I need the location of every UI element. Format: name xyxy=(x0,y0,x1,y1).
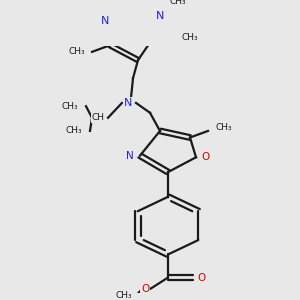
Text: CH₃: CH₃ xyxy=(62,102,78,111)
Text: N: N xyxy=(101,16,109,26)
Text: N: N xyxy=(124,98,132,108)
Text: CH₃: CH₃ xyxy=(182,33,198,42)
Text: O: O xyxy=(202,152,210,162)
Text: CH: CH xyxy=(92,113,104,122)
Text: CH₃: CH₃ xyxy=(69,47,85,56)
Text: CH₃: CH₃ xyxy=(170,0,186,6)
Text: CH₃: CH₃ xyxy=(216,123,232,132)
Text: O: O xyxy=(198,272,206,283)
Text: CH₃: CH₃ xyxy=(116,291,132,300)
Text: N: N xyxy=(156,11,164,21)
Text: O: O xyxy=(141,284,149,294)
Text: CH₃: CH₃ xyxy=(66,126,82,135)
Text: N: N xyxy=(126,151,134,160)
